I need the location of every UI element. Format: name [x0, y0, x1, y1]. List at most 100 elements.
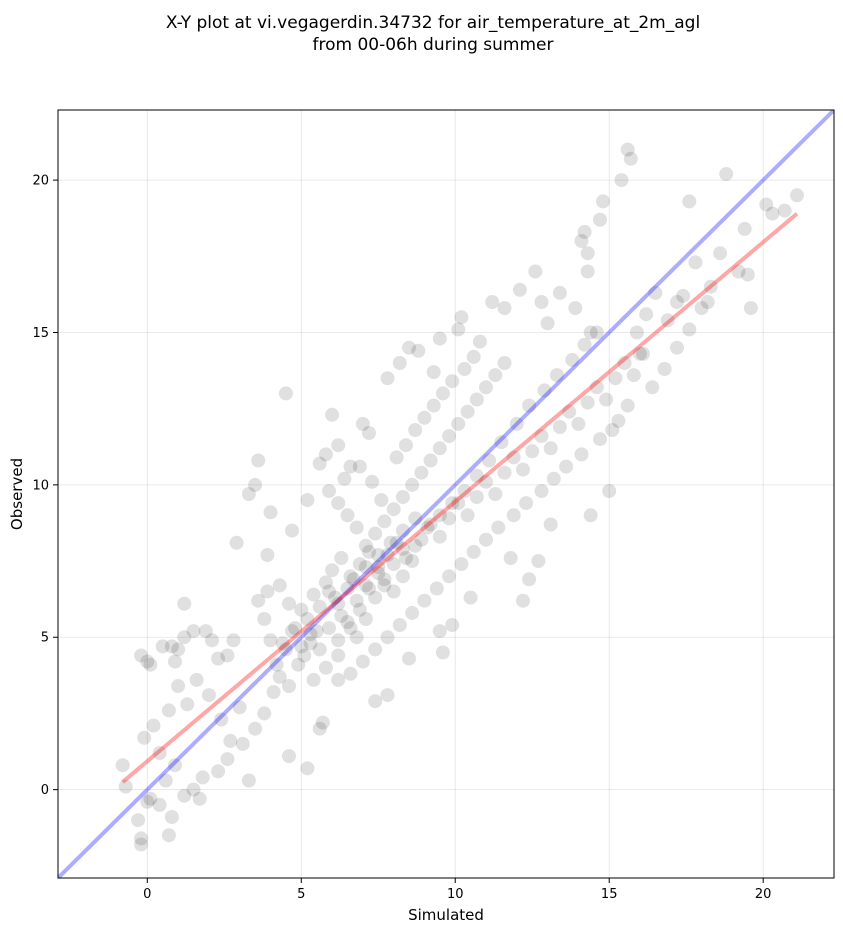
scatter-point: [300, 612, 315, 626]
scatter-point: [285, 624, 299, 639]
scatter-point: [700, 295, 715, 309]
scatter-point: [469, 392, 484, 407]
scatter-point: [368, 590, 383, 605]
scatter-point: [272, 669, 287, 684]
scatter-point: [670, 295, 684, 309]
scatter-point: [300, 761, 315, 776]
scatter-point: [620, 142, 635, 157]
scatter-point: [402, 651, 416, 666]
scatter-point: [352, 557, 367, 572]
scatter-point: [211, 651, 226, 666]
scatter-point: [377, 578, 392, 593]
scatter-point: [617, 356, 632, 370]
scatter-point: [352, 602, 367, 617]
scatter-point: [171, 642, 186, 657]
scatter-point: [485, 295, 500, 309]
scatter-point: [186, 782, 201, 797]
scatter-point: [334, 608, 349, 623]
scatter-point: [272, 578, 287, 593]
scatter-point: [602, 484, 617, 498]
scatter-point: [143, 791, 158, 806]
scatter-point: [534, 484, 549, 498]
scatter-point: [331, 648, 346, 663]
scatter-point: [285, 523, 299, 538]
scatter-point: [260, 584, 275, 599]
scatter-point: [395, 569, 410, 584]
scatter-point: [343, 569, 358, 584]
y-tick-label: 0: [41, 783, 49, 798]
scatter-point: [318, 575, 333, 590]
scatter-point: [118, 779, 133, 794]
scatter-point: [168, 758, 182, 773]
scatter-point: [362, 581, 376, 596]
scatter-point: [670, 340, 684, 355]
scatter-point: [543, 517, 558, 532]
scatter-point: [288, 621, 303, 636]
scatter-point: [442, 511, 457, 526]
scatter-point: [408, 423, 423, 437]
scatter-point: [713, 246, 728, 261]
scatter-point: [451, 322, 466, 337]
scatter-point: [457, 484, 472, 498]
scatter-point: [205, 633, 219, 648]
scatter-point: [241, 773, 256, 788]
x-axis-label: Simulated: [408, 906, 484, 924]
scatter-point: [392, 618, 407, 632]
scatter-point: [315, 715, 330, 730]
scatter-point: [220, 752, 235, 767]
scatter-point: [140, 794, 155, 809]
scatter-point: [463, 590, 478, 605]
scatter-point: [195, 770, 210, 785]
scatter-point: [466, 544, 481, 559]
scatter-point: [765, 206, 780, 221]
scatter-point: [593, 212, 607, 227]
scatter-point: [432, 331, 447, 346]
scatter-point: [380, 371, 395, 386]
scatter-point: [694, 301, 709, 316]
scatter-point: [192, 791, 207, 806]
scatter-point: [241, 487, 256, 501]
scatter-point: [291, 657, 306, 672]
scatter-point: [405, 477, 420, 492]
scatter-point: [251, 593, 266, 608]
scatter-point: [371, 548, 386, 562]
scatter-point: [331, 496, 346, 511]
scatter-point: [269, 657, 284, 672]
scatter-point: [491, 520, 506, 535]
scatter-point: [312, 599, 327, 614]
scatter-point: [325, 563, 340, 578]
scatter-point: [414, 532, 429, 547]
scatter-point: [435, 645, 450, 660]
scatter-point: [580, 264, 595, 279]
scatter-point: [740, 267, 755, 282]
chart-title-line-1: X-Y plot at vi.vegagerdin.34732 for air_…: [166, 13, 700, 33]
scatter-point: [263, 505, 278, 520]
scatter-point: [275, 636, 290, 651]
scatter-point: [263, 633, 278, 648]
scatter-point: [177, 788, 192, 803]
scatter-point: [466, 349, 481, 364]
scatter-point: [152, 746, 167, 760]
scatter-point: [355, 654, 370, 669]
scatter-point: [362, 544, 376, 559]
y-tick-label: 10: [32, 478, 49, 493]
plot-frame: [57, 109, 835, 879]
scatter-point: [297, 648, 312, 663]
scatter-point: [312, 642, 327, 657]
scatter-point: [488, 368, 503, 383]
scatter-point: [383, 535, 398, 550]
scatter-point: [232, 700, 247, 715]
scatter-point: [522, 398, 537, 413]
scatter-point: [620, 398, 635, 413]
scatter-point: [358, 560, 373, 575]
scatter-point: [325, 407, 340, 422]
x-tick-label: 20: [755, 887, 772, 902]
scatter-point: [134, 831, 149, 846]
scatter-point: [282, 679, 296, 693]
scatter-point: [318, 660, 333, 675]
chart-title-line-2: from 00-06h during summer: [313, 35, 554, 55]
scatter-point: [309, 624, 324, 639]
scatter-point: [312, 721, 327, 736]
scatter-point: [703, 279, 718, 294]
